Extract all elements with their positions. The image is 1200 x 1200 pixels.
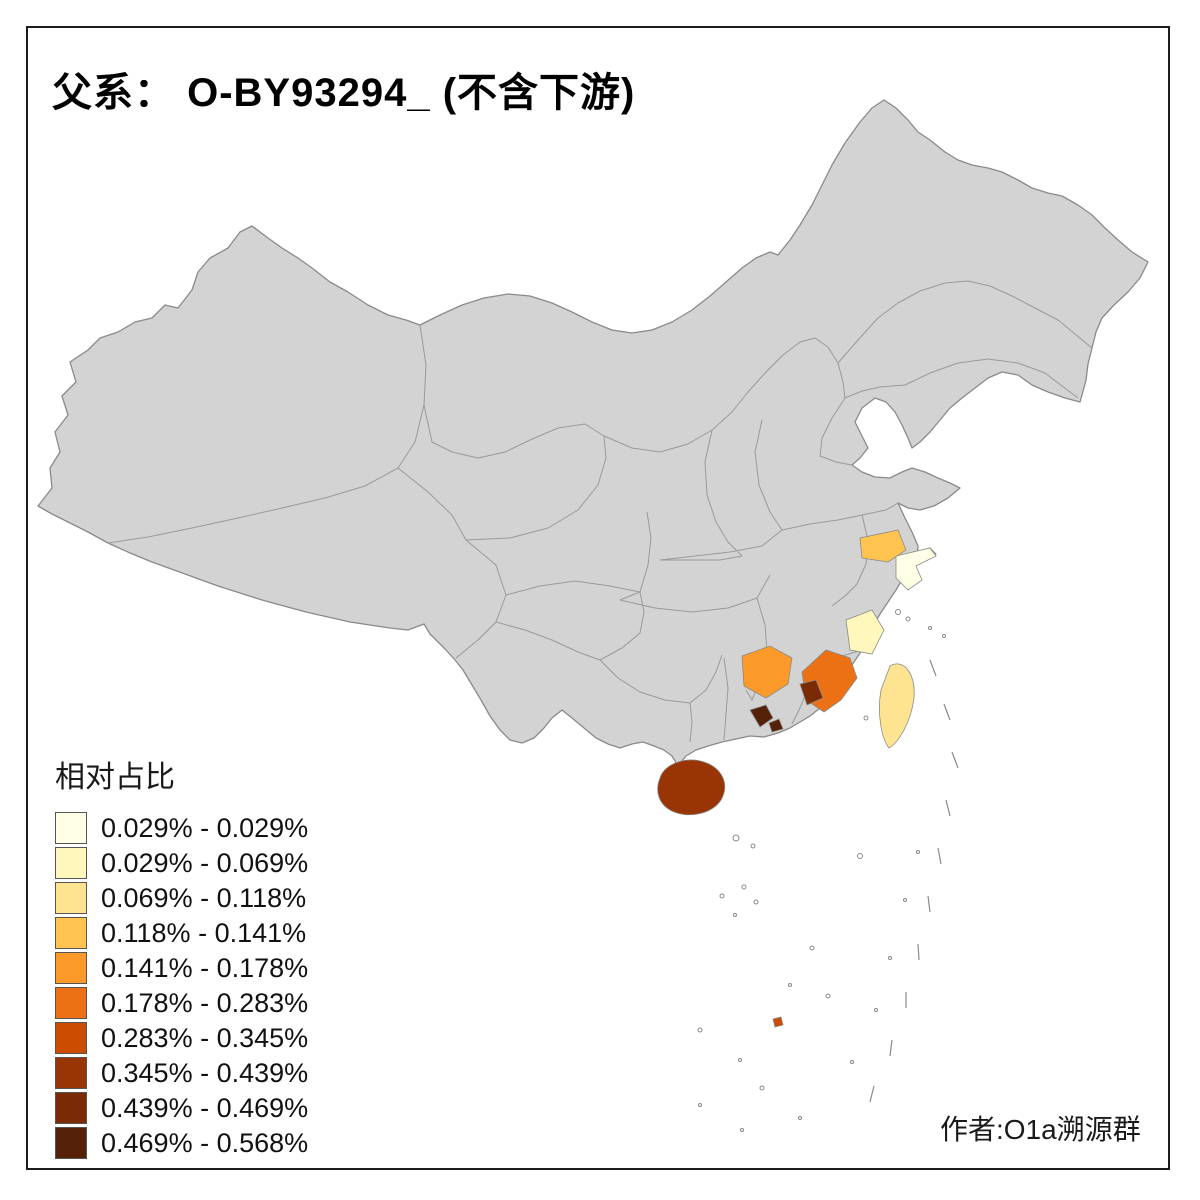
legend-swatch — [55, 952, 87, 984]
legend-item: 0.029% - 0.029% — [55, 812, 308, 844]
legend-swatch — [55, 882, 87, 914]
author-credit: 作者:O1a溯源群 — [940, 1114, 1141, 1145]
legend-label: 0.141% - 0.178% — [101, 952, 309, 983]
legend-swatch — [55, 1127, 87, 1159]
legend-swatch — [55, 1022, 87, 1054]
legend-label: 0.283% - 0.345% — [101, 1022, 309, 1053]
legend-item: 0.118% - 0.141% — [55, 917, 308, 949]
map-title: 父系： O-BY93294_ (不含下游) — [52, 71, 636, 115]
southern-jiangsu-region — [859, 529, 907, 563]
legend-label: 0.118% - 0.141% — [101, 917, 307, 948]
legend-swatch — [55, 917, 87, 949]
highlighted-regions — [657, 529, 937, 1028]
legend-label: 0.069% - 0.118% — [101, 882, 307, 913]
legend-label: 0.469% - 0.568% — [101, 1127, 309, 1158]
legend-label: 0.178% - 0.283% — [101, 987, 309, 1018]
legend-item: 0.069% - 0.118% — [55, 882, 308, 914]
legend-item: 0.345% - 0.439% — [55, 1057, 308, 1089]
legend-items: 0.029% - 0.029% 0.029% - 0.069% 0.069% - 0… — [55, 812, 308, 1159]
legend-title: 相对占比 — [55, 761, 175, 794]
zhejiang-coastal-region — [845, 609, 885, 655]
south-sea-islet-region — [772, 1016, 784, 1028]
legend-item: 0.439% - 0.469% — [55, 1092, 308, 1124]
legend-label: 0.029% - 0.029% — [101, 812, 309, 843]
legend-label: 0.345% - 0.439% — [101, 1057, 309, 1088]
pearl-river-delta-region — [749, 704, 784, 733]
legend-item: 0.029% - 0.069% — [55, 847, 308, 879]
mainland-china — [37, 99, 1149, 767]
taiwan-region — [879, 663, 915, 749]
legend: 相对占比 0.029% - 0.029% 0.029% - 0.069% 0.069… — [55, 752, 308, 1159]
legend-item: 0.141% - 0.178% — [55, 952, 308, 984]
shanghai-region — [895, 547, 937, 591]
legend-swatch — [55, 987, 87, 1019]
hainan-region — [657, 759, 726, 816]
legend-item: 0.283% - 0.345% — [55, 1022, 308, 1054]
legend-swatch — [55, 1092, 87, 1124]
legend-label: 0.439% - 0.469% — [101, 1092, 309, 1123]
legend-item: 0.469% - 0.568% — [55, 1127, 308, 1159]
southwest-fujian-region — [799, 679, 824, 706]
northern-guangdong-region — [741, 645, 793, 699]
legend-swatch — [55, 812, 87, 844]
legend-swatch — [55, 1057, 87, 1089]
boundary-dashes — [869, 659, 959, 1103]
legend-swatch — [55, 847, 87, 879]
legend-label: 0.029% - 0.069% — [101, 847, 309, 878]
legend-item: 0.178% - 0.283% — [55, 987, 308, 1019]
